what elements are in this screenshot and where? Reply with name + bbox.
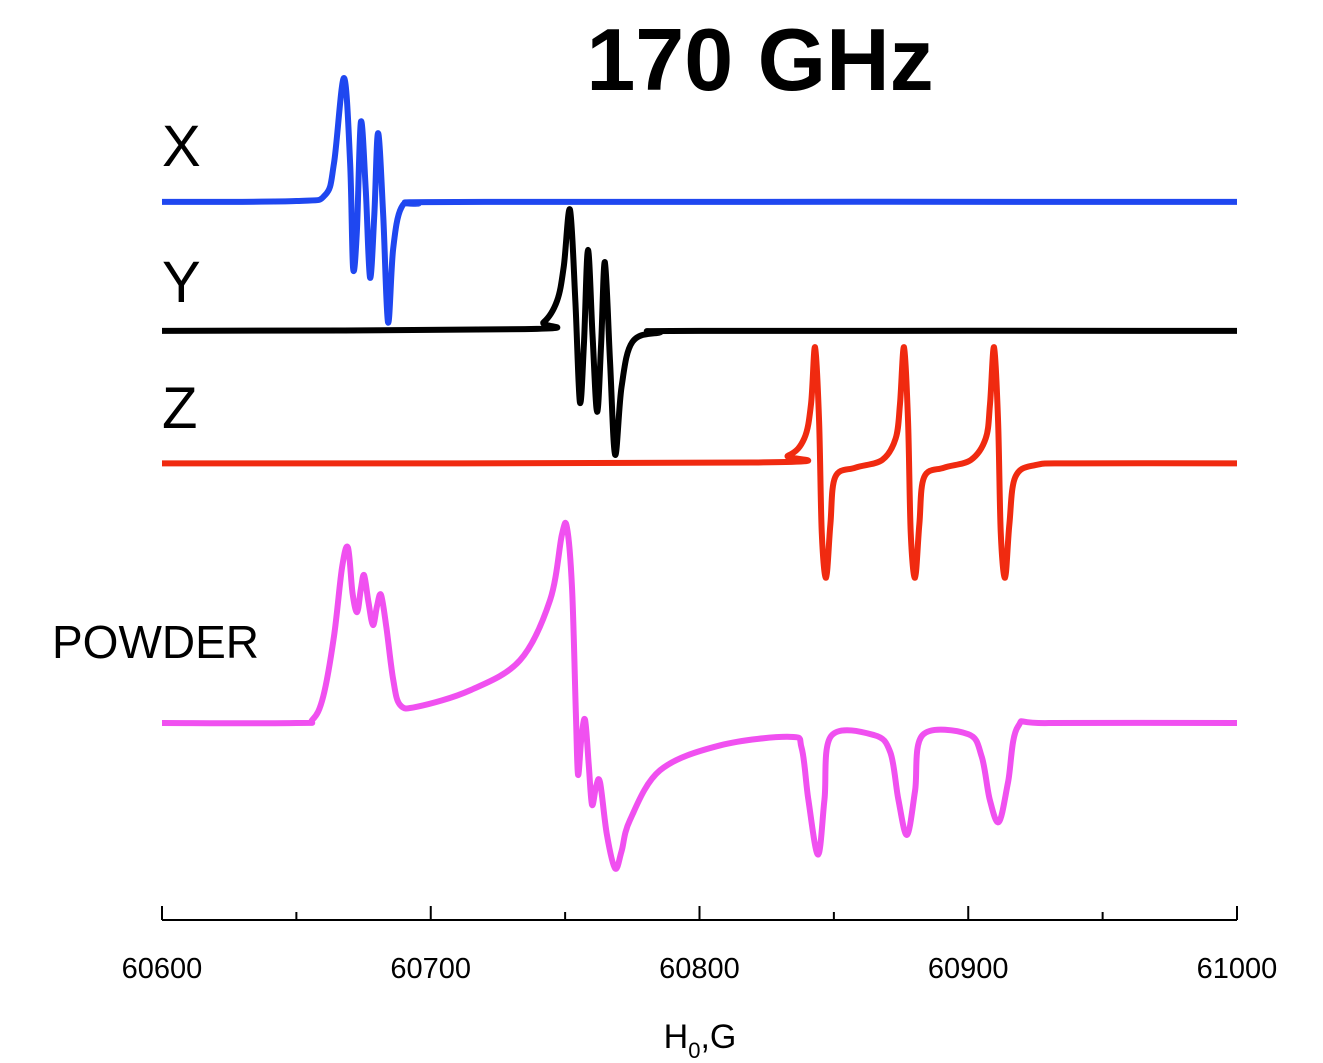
x-tick-label: 60600 — [122, 953, 203, 985]
line-series — [161, 206, 1238, 458]
x-tick-label: 61000 — [1197, 953, 1278, 985]
line-series — [161, 519, 1238, 872]
x-label-main: H — [664, 1018, 689, 1056]
series-label: POWDER — [52, 616, 259, 668]
x-tick-label: 60900 — [928, 953, 1009, 985]
line-series — [161, 344, 1238, 581]
series-label: X — [162, 114, 201, 179]
series-label: Z — [162, 376, 197, 441]
x-tick-label: 60800 — [659, 953, 740, 985]
chart-title: 170 GHz — [586, 10, 933, 109]
x-axis-label: H0,G — [664, 1018, 737, 1063]
x-tick-label: 60700 — [390, 953, 471, 985]
x-label-rest: ,G — [700, 1018, 736, 1056]
series-label: Y — [162, 250, 201, 315]
line-series — [161, 75, 1238, 326]
x-label-sub: 0 — [688, 1038, 700, 1063]
